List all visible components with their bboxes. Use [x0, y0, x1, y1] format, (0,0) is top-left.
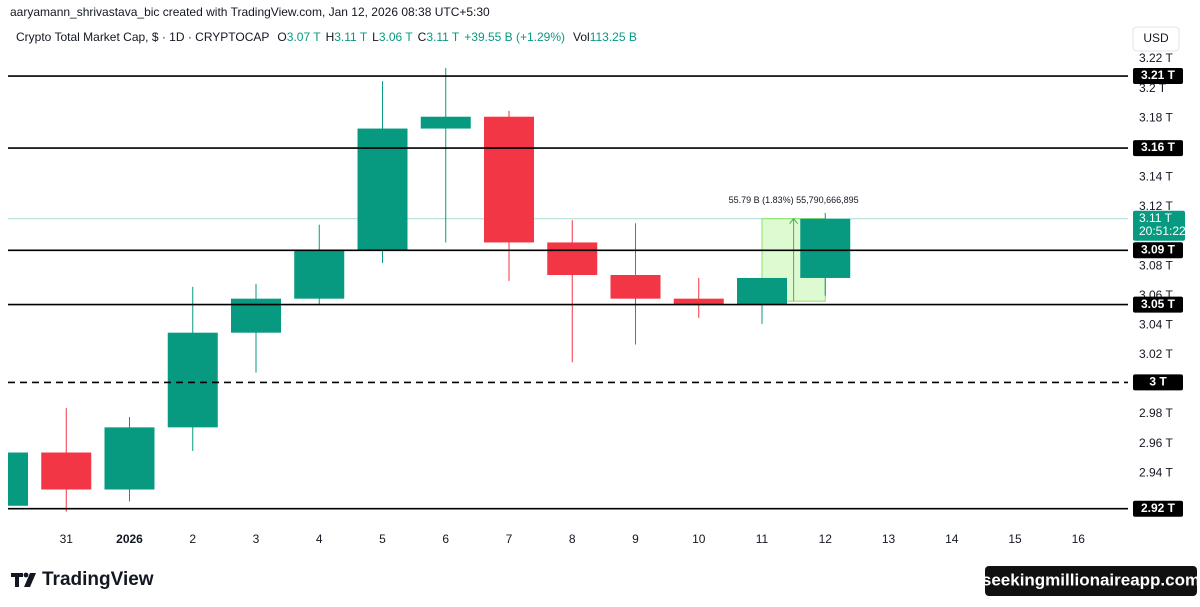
- candle-body: [420, 116, 471, 129]
- brand-logo: [11, 572, 36, 587]
- x-tick-label: 6: [442, 532, 449, 546]
- y-tick-label: 2.98 T: [1139, 406, 1173, 420]
- x-tick-label: 7: [506, 532, 513, 546]
- candle-body: [104, 427, 155, 490]
- price-line-label-box: [1133, 296, 1183, 313]
- legend-volume-name: Vol: [573, 30, 590, 44]
- logo-part: [15, 573, 19, 587]
- y-tick-label: 2.96 T: [1139, 436, 1173, 450]
- y-tick-label: 3.08 T: [1139, 258, 1173, 272]
- candle-body: [231, 298, 281, 333]
- x-tick-label: 5: [379, 532, 386, 546]
- last-price-box: [1133, 210, 1185, 241]
- candle-body: [8, 452, 28, 506]
- legend-field-name: C: [418, 30, 427, 44]
- y-tick-label: 3.22 T: [1139, 51, 1173, 65]
- candle-body: [357, 128, 408, 250]
- currency-button[interactable]: [1132, 26, 1180, 52]
- logo-part: [24, 573, 36, 587]
- x-tick-label: 12: [819, 532, 833, 546]
- brand: TradingView: [42, 569, 154, 590]
- plot: [8, 67, 1128, 512]
- x-tick-label: 16: [1072, 532, 1086, 546]
- x-tick-label: 9: [632, 532, 639, 546]
- price-line-label: 3.21 T: [1141, 68, 1176, 82]
- legend-field-value: 3.06 T: [379, 30, 413, 44]
- x-tick-label: 2026: [116, 532, 143, 546]
- candle-body: [547, 242, 598, 275]
- x-tick-label: 11: [756, 532, 769, 546]
- legend-field-name: O: [277, 30, 286, 44]
- last-price-label: 3.11 T: [1139, 211, 1173, 225]
- price-line-label-box: [1133, 500, 1183, 517]
- y-tick-label: 3.18 T: [1139, 110, 1173, 124]
- y-tick-label: 2.94 T: [1139, 465, 1173, 479]
- candle-body: [41, 452, 92, 490]
- price-line-label: 3.16 T: [1141, 140, 1176, 154]
- price-line-label: 3 T: [1149, 375, 1167, 389]
- price-line-label-box: [1133, 374, 1183, 391]
- candle-body: [610, 275, 661, 299]
- y-tick-label: 3.2 T: [1139, 81, 1167, 95]
- price-line-label: 3.09 T: [1141, 242, 1176, 256]
- logo-part: [23, 572, 29, 578]
- x-tick-label: 15: [1008, 532, 1022, 546]
- x-tick-label: 13: [882, 532, 896, 546]
- x-tick-label: 31: [60, 532, 74, 546]
- x-tick-label: 2: [189, 532, 196, 546]
- countdown: 20:51:22: [1139, 224, 1186, 238]
- x-tick-label: 10: [692, 532, 706, 546]
- attribution: aaryamann_shrivastava_bic created with T…: [10, 5, 490, 19]
- watermark: seekingmillionaireapp.com: [982, 570, 1200, 589]
- measure-label: 55.79 B (1.83%) 55,790,666,895: [729, 195, 859, 205]
- candle-body: [673, 298, 724, 305]
- symbol: Crypto Total Market Cap, $ · 1D · CRYPTO…: [16, 30, 269, 44]
- y-tick-label: 3.12 T: [1139, 199, 1173, 213]
- y-tick-label: 3.14 T: [1139, 170, 1173, 184]
- candle-body: [800, 218, 851, 278]
- legend-volume-value: 113.25 B: [590, 30, 637, 44]
- x-tick-label: 4: [316, 532, 323, 546]
- y-tick-label: 3.04 T: [1139, 317, 1173, 331]
- legend-field-name: H: [326, 30, 335, 44]
- legend-field-name: L: [372, 30, 379, 44]
- y-tick-label: 3.02 T: [1139, 347, 1173, 361]
- legend: Crypto Total Market Cap, $ · 1D · CRYPTO…: [16, 30, 637, 44]
- candle-body: [484, 116, 534, 243]
- x-tick-label: 14: [945, 532, 959, 546]
- candle-body: [167, 332, 218, 428]
- candle-body: [294, 249, 345, 299]
- x-tick-label: 3: [253, 532, 260, 546]
- legend-change: +39.55 B (+1.29%): [464, 30, 565, 44]
- price-axis: 3.22 T3.2 T3.18 T3.14 T3.12 T3.08 T3.06 …: [1133, 51, 1186, 517]
- legend-field-value: 3.11 T: [334, 30, 368, 44]
- x-tick-label: 8: [569, 532, 576, 546]
- watermark-box: [985, 566, 1197, 596]
- measure-arrow-head: [789, 217, 799, 224]
- price-line-label-box: [1133, 140, 1183, 157]
- price-line-label-box: [1133, 68, 1183, 85]
- price-line-label: 2.92 T: [1141, 501, 1176, 515]
- legend-field-value: 3.07 T: [287, 30, 321, 44]
- candle-body: [737, 277, 787, 305]
- price-line-label-box: [1133, 242, 1183, 259]
- currency[interactable]: USD: [1143, 31, 1169, 45]
- legend-field-value: 3.11 T: [426, 30, 460, 44]
- price-line-label: 3.05 T: [1141, 297, 1176, 311]
